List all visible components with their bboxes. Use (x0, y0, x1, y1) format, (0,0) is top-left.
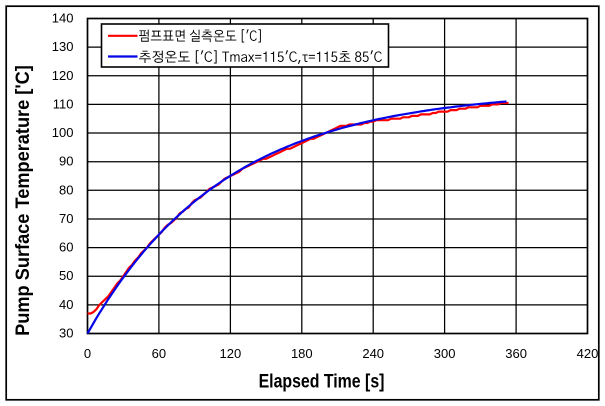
svg-text:0: 0 (84, 346, 91, 361)
svg-text:110: 110 (53, 96, 74, 111)
svg-text:130: 130 (52, 39, 74, 54)
svg-text:140: 140 (52, 11, 74, 26)
svg-text:80: 80 (59, 182, 73, 197)
svg-text:240: 240 (362, 346, 384, 361)
svg-text:100: 100 (52, 125, 74, 140)
svg-text:420: 420 (577, 346, 599, 361)
svg-text:120: 120 (52, 68, 74, 83)
svg-text:30: 30 (59, 326, 73, 341)
svg-text:90: 90 (59, 154, 73, 169)
svg-text:180: 180 (291, 346, 313, 361)
svg-text:Elapsed Time [s]: Elapsed Time [s] (259, 370, 385, 392)
svg-text:120: 120 (220, 346, 242, 361)
svg-text:300: 300 (434, 346, 456, 361)
svg-text:50: 50 (59, 268, 73, 283)
svg-text:360: 360 (505, 346, 527, 361)
svg-text:Pump Surface Temperature ['C]: Pump Surface Temperature ['C] (11, 65, 33, 336)
svg-text:40: 40 (59, 297, 73, 312)
svg-text:60: 60 (59, 240, 73, 255)
svg-text:60: 60 (152, 346, 166, 361)
svg-text:70: 70 (59, 211, 73, 226)
